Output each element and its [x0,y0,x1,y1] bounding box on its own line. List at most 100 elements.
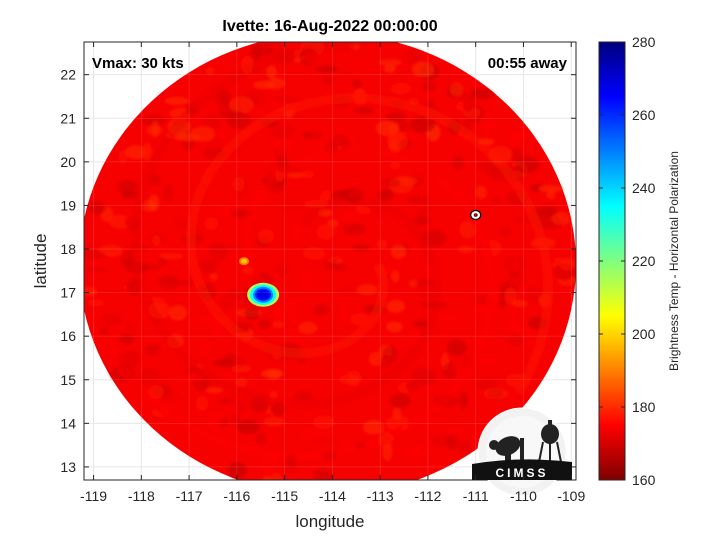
texture-blob [306,130,323,140]
y-tick-label: 15 [60,372,76,388]
texture-blob [302,131,312,139]
texture-blob [390,161,401,170]
texture-blob [270,473,283,480]
texture-blob [339,285,356,295]
texture-blob [203,217,219,231]
texture-blob [249,44,262,62]
texture-blob [206,138,223,152]
texture-blob [392,406,402,422]
texture-blob [440,313,458,323]
texture-blob [262,475,272,480]
texture-blob [142,142,153,161]
texture-blob [452,156,465,170]
texture-blob [232,177,245,192]
texture-blob [234,190,248,200]
feature-layer [473,213,478,217]
texture-blob [498,227,512,236]
texture-blob [375,120,399,136]
texture-blob [312,468,334,480]
texture-blob [168,305,188,321]
texture-blob [377,189,394,202]
swath-texture [84,42,576,480]
texture-blob [283,328,301,344]
colorbar-tick-label: 240 [632,180,656,196]
texture-blob [300,428,321,441]
texture-blob [298,321,318,335]
texture-blob [459,441,472,454]
texture-blob [437,297,455,305]
texture-blob [313,304,330,315]
texture-blob [302,170,315,179]
logo-text: CIMSS [495,466,548,480]
texture-blob [207,410,224,429]
texture-blob [260,369,284,379]
texture-blob [315,250,337,262]
plot-area: Vmax: 30 kts 00:55 away CIMS [83,41,577,497]
x-tick-label: -109 [557,488,585,504]
texture-blob [139,368,161,384]
texture-blob [398,122,410,132]
feature-layer [241,258,248,264]
texture-blob [338,318,348,330]
texture-blob [151,235,161,246]
texture-blob [159,252,184,260]
texture-blob [475,185,487,199]
texture-blob [201,266,215,274]
texture-blob [231,413,241,424]
texture-blob [509,133,529,143]
grid-overlay [84,42,576,480]
x-tick-label: -114 [319,488,346,504]
texture-blob [476,294,485,306]
dish-icon [489,436,524,464]
texture-blob [177,280,195,287]
texture-blob [390,82,412,95]
texture-blob [203,113,218,127]
cimss-logo: CIMSS [472,407,572,497]
texture-blob [163,184,174,202]
y-tick-label: 22 [60,67,76,83]
texture-blob [413,216,431,225]
x-axis: -119 -118 -117 -116 -115 -114 -113 -112 -111 -110… [80,42,585,504]
colorbar-tick-label: 160 [632,472,656,488]
colorbar-gradient [598,41,626,481]
y-tick-label: 21 [60,110,76,126]
swath-features [239,209,482,307]
texture-blob [173,216,189,230]
texture-blob [266,65,277,79]
texture-blob [502,257,528,273]
texture-blob [89,201,106,215]
texture-blob [253,80,276,90]
x-tick-label: -110 [510,488,537,504]
texture-blob [442,425,466,434]
texture-blob [425,99,435,108]
texture-blob [487,388,504,399]
y-tick-label: 18 [60,241,76,257]
texture-blob [273,306,298,321]
colorbar: 160 180 200 220 240 260 280 Brightness Temp - … [598,34,681,488]
x-tick-label: -115 [271,488,298,504]
texture-blob [442,362,457,380]
texture-blob [490,195,502,205]
x-tick-label: -113 [367,488,394,504]
texture-blob [559,257,576,271]
texture-blob [538,185,563,193]
texture-blob [101,312,122,325]
spiral-band [130,42,442,410]
feature-layer [257,290,270,300]
texture-blob [274,263,290,276]
texture-blob [256,432,266,446]
texture-blob [315,66,339,73]
texture-blob [258,319,271,330]
texture-blob [290,224,303,243]
texture-blob [356,284,378,296]
texture-blob [386,321,403,333]
texture-blob [551,212,571,225]
y-tick-label: 14 [60,415,76,431]
texture-blob [421,81,437,92]
texture-blob [148,194,160,212]
texture-blob [292,442,301,451]
texture-blob [457,245,475,254]
texture-blob [510,148,525,163]
texture-blob [195,395,209,411]
